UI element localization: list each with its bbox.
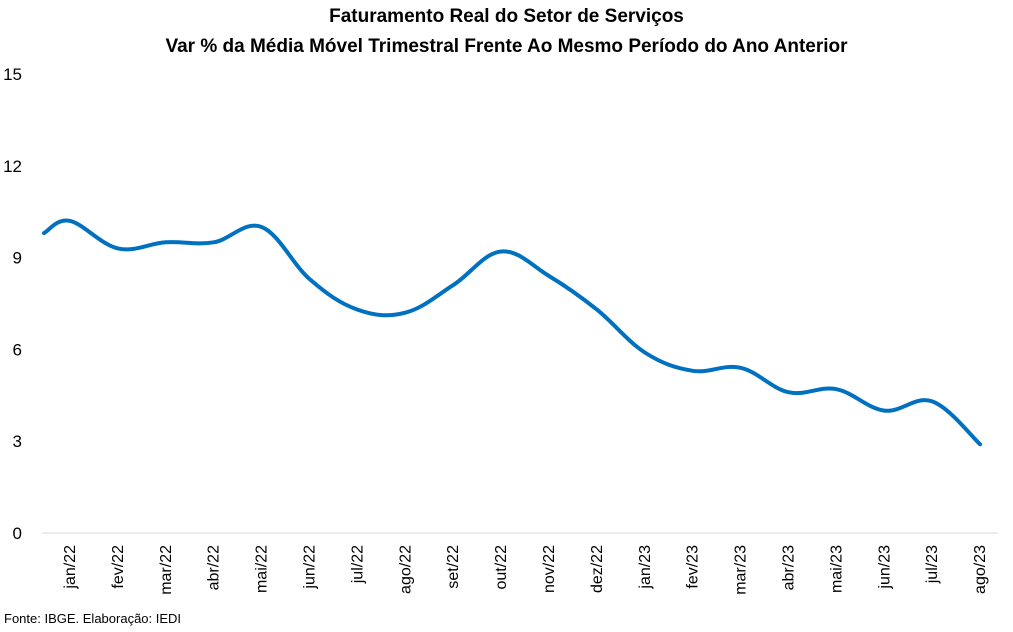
x-tick-label: jan/23	[637, 545, 654, 590]
data-point	[547, 274, 551, 278]
x-tick-label: jun/22	[302, 545, 319, 590]
data-point	[834, 387, 838, 391]
x-tick-label: ago/22	[397, 545, 414, 594]
x-tick-label: mai/22	[254, 545, 271, 593]
x-tick-label: jul/23	[924, 545, 941, 584]
series-group	[42, 218, 983, 447]
y-axis-ticks: 0 3 6 9 12 15	[3, 65, 22, 543]
y-tick-label: 0	[13, 524, 22, 543]
x-tick-label: jun/23	[876, 545, 893, 590]
y-tick-label: 6	[13, 340, 22, 359]
data-point	[212, 240, 216, 244]
data-point	[691, 369, 695, 373]
x-tick-label: fev/22	[110, 545, 127, 589]
data-point	[164, 240, 168, 244]
x-tick-label: abr/22	[206, 545, 223, 590]
data-point	[499, 249, 503, 253]
x-tick-label: mar/22	[158, 545, 175, 595]
data-point	[116, 246, 120, 250]
data-point	[308, 277, 312, 281]
data-point	[643, 350, 647, 354]
source-note: Fonte: IBGE. Elaboração: IEDI	[4, 611, 182, 626]
y-tick-label: 12	[3, 157, 22, 176]
x-tick-label: mar/23	[733, 545, 750, 595]
data-point	[68, 219, 72, 223]
y-tick-label: 3	[13, 432, 22, 451]
data-point	[403, 311, 407, 315]
x-tick-label: dez/22	[589, 545, 606, 593]
data-point	[787, 390, 791, 394]
x-tick-label: mai/23	[828, 545, 845, 593]
data-point	[355, 308, 359, 312]
x-tick-label: fev/23	[685, 545, 702, 589]
data-point	[595, 308, 599, 312]
data-point	[978, 442, 982, 446]
series-line	[42, 218, 983, 447]
data-point	[930, 399, 934, 403]
chart-title: Faturamento Real do Setor de Serviços	[329, 6, 684, 27]
x-tick-label: abr/23	[781, 545, 798, 590]
y-tick-label: 9	[13, 249, 22, 268]
x-tick-label: set/22	[445, 545, 462, 589]
chart-subtitle: Var % da Média Móvel Trimestral Frente A…	[165, 36, 848, 57]
x-tick-label: ago/23	[972, 545, 989, 594]
x-tick-label: jul/22	[349, 545, 366, 584]
x-tick-label: out/22	[493, 545, 510, 590]
y-tick-label: 15	[3, 65, 22, 84]
x-axis-ticks: jan/22 fev/22 mar/22 abr/22 mai/22 jun/22 jul/…	[62, 545, 989, 595]
x-tick-label: jan/22	[62, 545, 79, 590]
x-tick-label: nov/22	[541, 545, 558, 593]
data-point	[739, 366, 743, 370]
data-point	[260, 225, 264, 229]
data-point	[451, 283, 455, 287]
data-point	[882, 409, 886, 413]
